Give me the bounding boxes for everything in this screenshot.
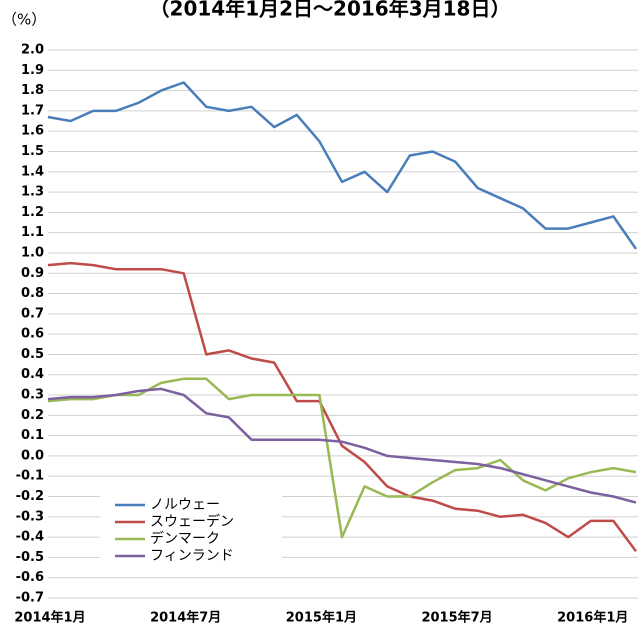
y-tick-label: -0.5 xyxy=(16,550,44,565)
y-tick-label: 0.8 xyxy=(21,286,44,301)
y-tick-label: 1.3 xyxy=(21,185,44,200)
y-tick-label: 0.9 xyxy=(21,266,44,281)
y-tick-label: 0.4 xyxy=(21,367,44,382)
x-tick-label: 2014年7月 xyxy=(150,610,221,626)
x-tick-label: 2014年1月 xyxy=(14,610,85,626)
y-tick-label: 1.4 xyxy=(21,164,44,179)
y-tick-label: 0.5 xyxy=(21,347,44,362)
y-tick-label: -0.1 xyxy=(16,469,44,484)
legend-label: フィンランド xyxy=(150,548,234,564)
y-tick-label: 1.2 xyxy=(21,205,44,220)
y-tick-label: 0.1 xyxy=(21,428,44,443)
y-tick-label: 0.2 xyxy=(21,408,44,423)
y-tick-label: -0.3 xyxy=(16,509,44,524)
y-tick-label: 1.9 xyxy=(21,63,44,78)
y-tick-label: 1.0 xyxy=(21,245,44,260)
y-tick-label: -0.2 xyxy=(16,489,44,504)
chart-title: （2014年1月2日～2016年3月18日） xyxy=(150,0,511,21)
y-tick-label: 0.7 xyxy=(21,306,44,321)
line-series xyxy=(47,387,637,504)
y-tick-label: 0.3 xyxy=(21,388,44,403)
y-tick-label: 0.6 xyxy=(21,327,44,342)
x-tick-label: 2015年1月 xyxy=(286,610,357,626)
y-tick-label: 1.6 xyxy=(21,124,44,139)
legend-label: ノルウェー xyxy=(150,497,220,513)
y-axis-label: （%） xyxy=(2,11,46,29)
legend-label: スウェーデン xyxy=(150,513,234,530)
line-series xyxy=(47,81,638,250)
x-tick-label: 2016年1月 xyxy=(557,610,628,626)
y-tick-label: 0.0 xyxy=(21,448,44,463)
y-tick-label: -0.7 xyxy=(16,591,44,606)
y-tick-label: 2.0 xyxy=(21,43,44,58)
y-tick-label: 1.8 xyxy=(21,83,44,98)
line-series xyxy=(47,261,638,553)
legend-label: デンマーク xyxy=(150,530,220,547)
y-tick-label: -0.6 xyxy=(16,570,44,585)
y-tick-label: 1.5 xyxy=(21,144,44,159)
y-tick-label: 1.7 xyxy=(21,103,44,118)
x-tick-label: 2015年7月 xyxy=(421,610,492,626)
y-tick-label: 1.1 xyxy=(21,225,44,240)
y-tick-label: -0.4 xyxy=(16,530,44,545)
